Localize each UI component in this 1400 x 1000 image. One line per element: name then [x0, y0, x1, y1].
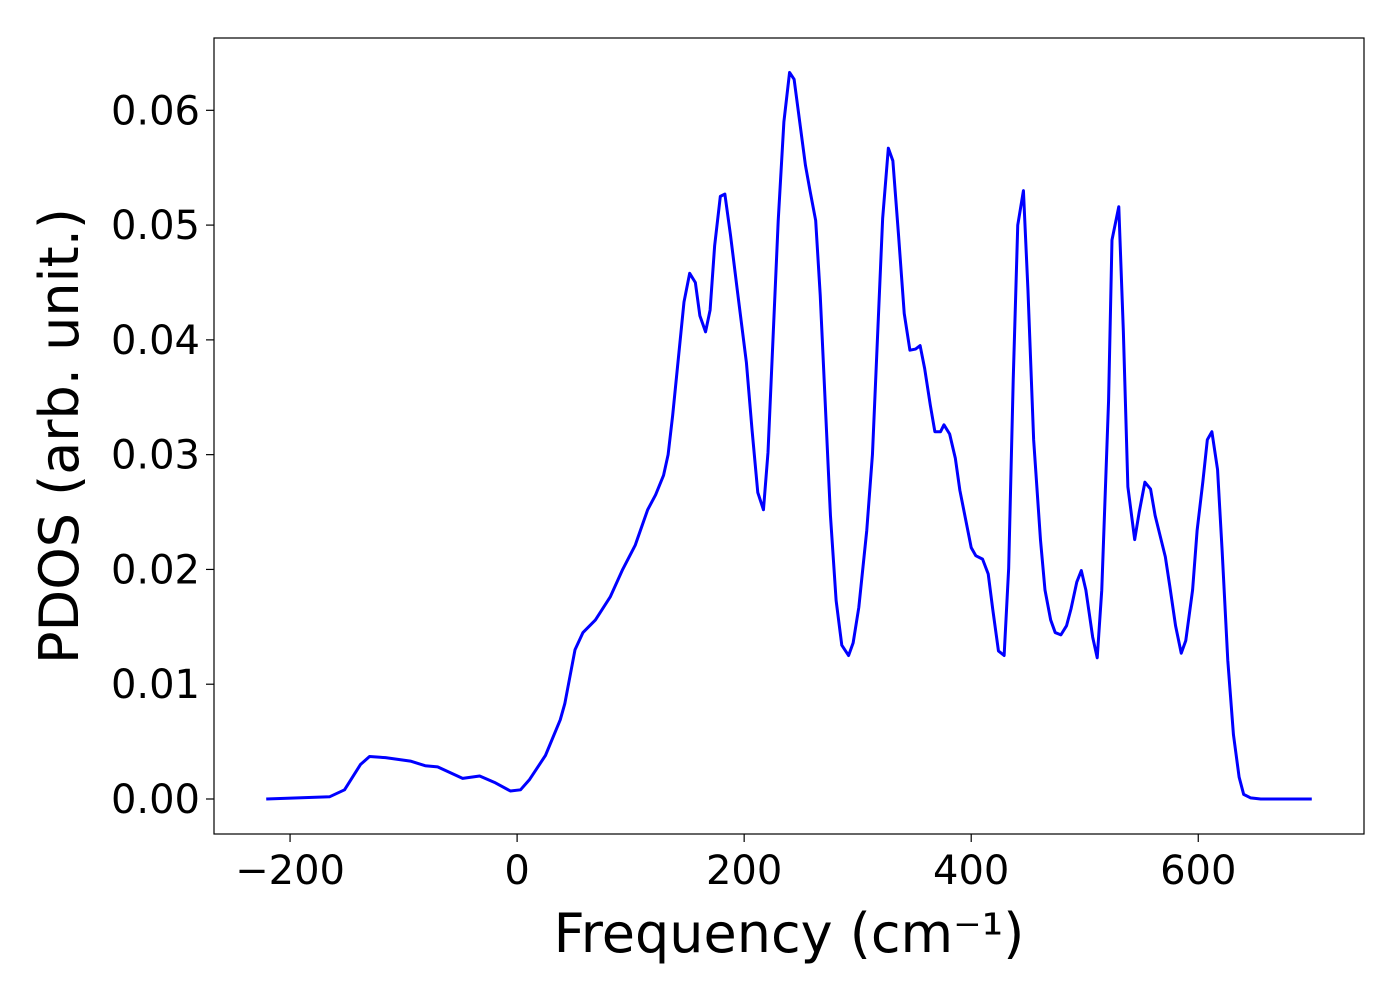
x-tick-label: −200: [235, 848, 345, 894]
y-tick-label: 0.00: [111, 777, 200, 823]
x-axis-label: Frequency (cm⁻¹): [554, 902, 1025, 965]
x-tick-label: 400: [933, 848, 1009, 894]
y-tick-label: 0.05: [111, 203, 200, 249]
y-tick-label: 0.03: [111, 433, 200, 479]
x-tick-label: 200: [706, 848, 782, 894]
plot-frame: [213, 37, 1365, 835]
y-tick-label: 0.04: [111, 318, 200, 364]
y-tick-label: 0.01: [111, 662, 200, 708]
x-tick-label: 0: [504, 848, 529, 894]
y-tick-label: 0.02: [111, 547, 200, 593]
y-axis-label: PDOS (arb. unit.): [28, 208, 91, 664]
line: [266, 70, 1312, 801]
x-tick-label: 600: [1160, 848, 1236, 894]
y-tick-label: 0.06: [111, 88, 200, 134]
